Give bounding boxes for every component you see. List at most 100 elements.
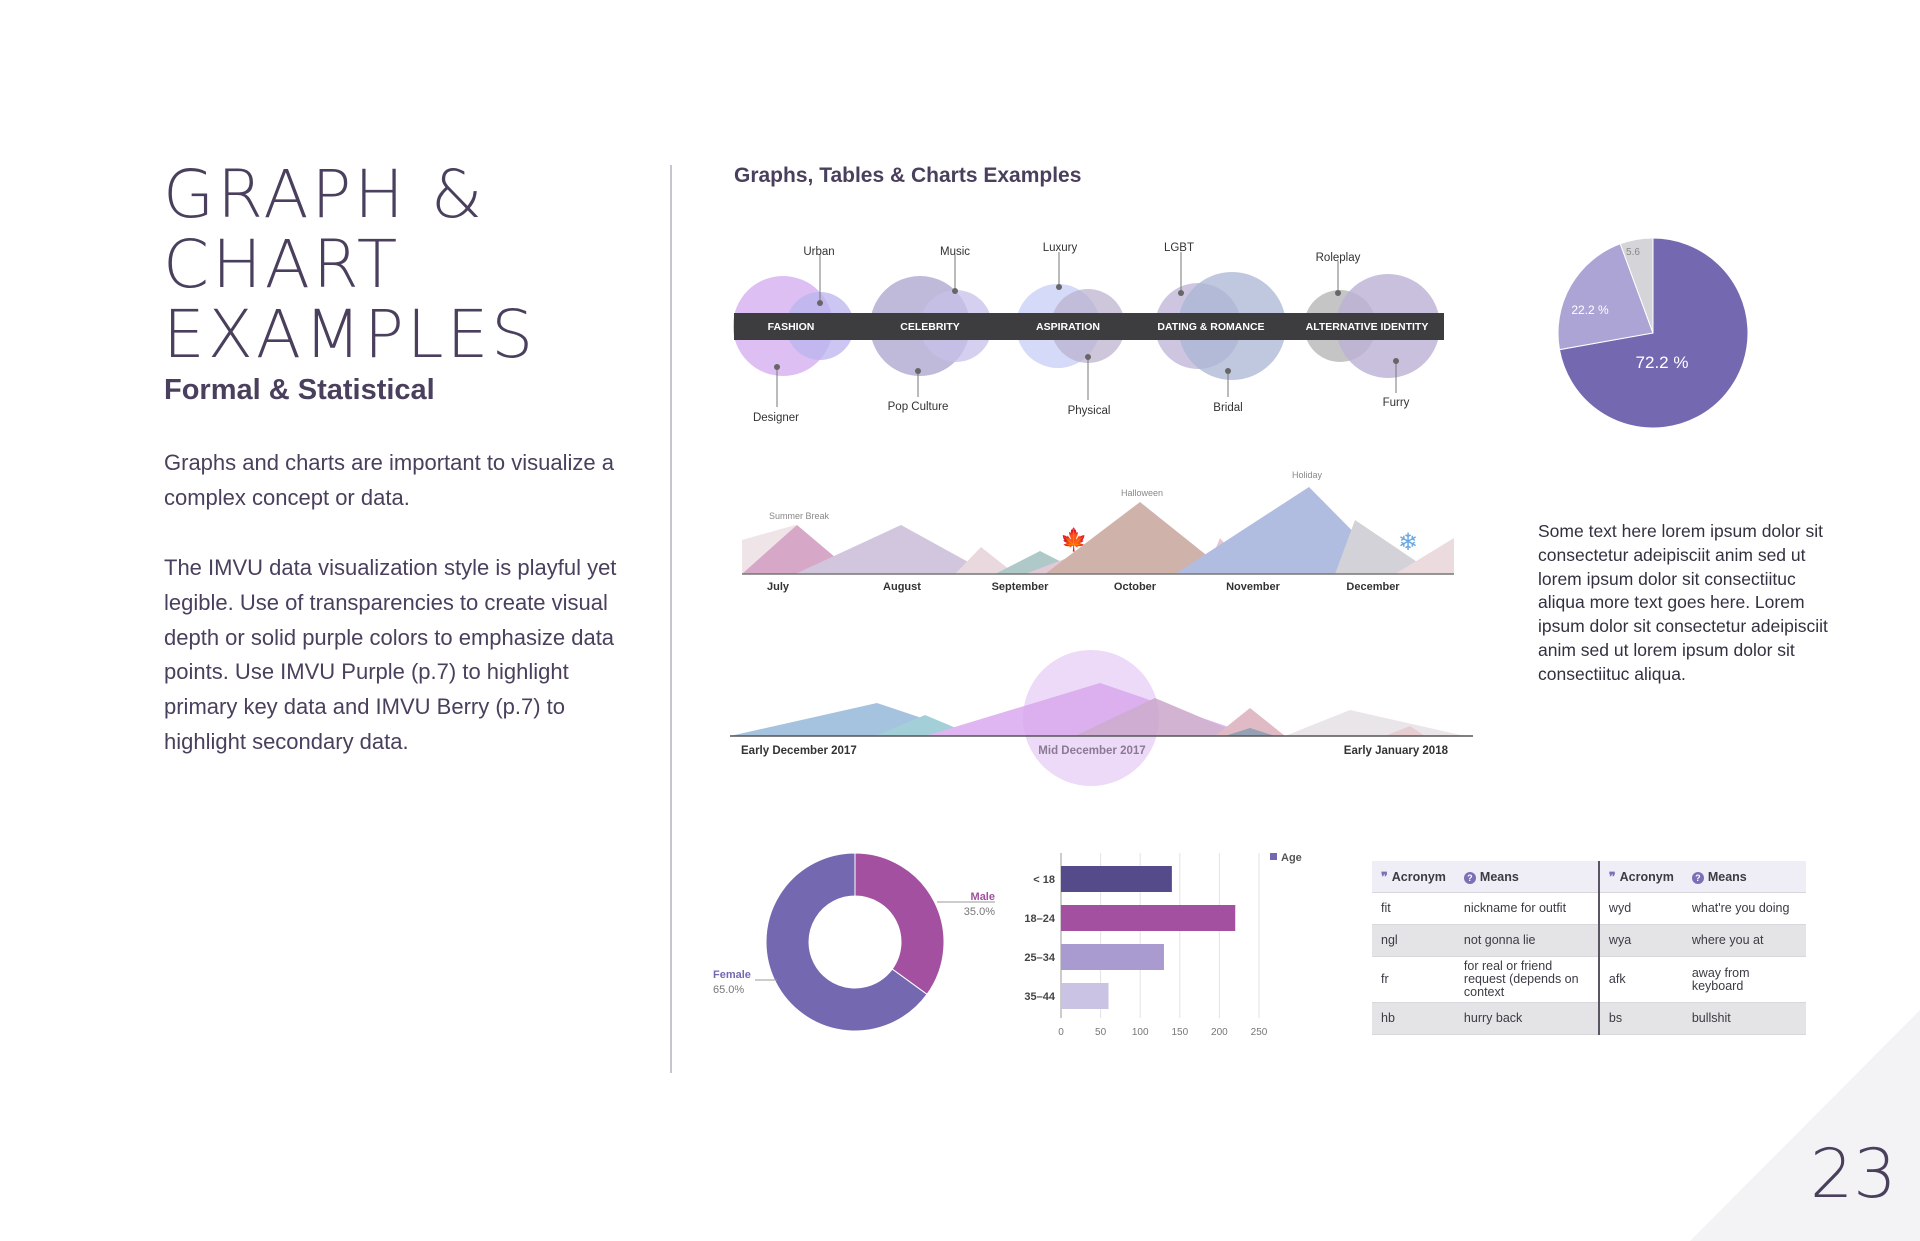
table-header: ? Means [1454, 861, 1599, 893]
venn-category: FASHION [768, 321, 815, 333]
section-title: Graphs, Tables & Charts Examples [734, 164, 1082, 187]
table-cell: nickname for outfit [1454, 892, 1599, 925]
timeline-area-chart: 🍁 ❄ Summer Break Halloween Holiday July … [742, 470, 1454, 593]
page-subtitle: Formal & Statistical [164, 374, 435, 406]
pie-slice-label: 5.6 [1626, 247, 1640, 258]
timeline-label: Mid December 2017 [1038, 745, 1145, 757]
title-line: GRAPH & [163, 156, 486, 233]
venn-bubble-chart: FASHION CELEBRITY ASPIRATION DATING & RO… [733, 242, 1444, 424]
venn-category: CELEBRITY [900, 321, 960, 333]
table-cell: what're you doing [1682, 892, 1806, 925]
bar-category-label: 35–44 [1024, 991, 1055, 1003]
donut-slice [765, 852, 928, 1032]
page-title: GRAPH & CHART EXAMPLES [163, 160, 536, 370]
question-icon: ? [1691, 871, 1704, 884]
venn-top-label: Music [940, 246, 970, 258]
bar-category-label: < 18 [1033, 874, 1055, 886]
pie-slice [1619, 237, 1654, 334]
table-cell: away from keyboard [1682, 956, 1806, 1003]
page-number: 23 [1810, 1135, 1897, 1214]
snowflake-icon: ❄ [1398, 529, 1418, 556]
bar-categories: < 18 18–24 25–34 35–44 [1024, 874, 1055, 1003]
event-label: Halloween [1121, 488, 1163, 498]
vertical-divider [670, 165, 672, 1073]
table-cell: fit [1372, 892, 1455, 925]
venn-bottom-label: Furry [1383, 397, 1410, 409]
x-tick-label: 150 [1171, 1027, 1188, 1038]
style-paragraph: The IMVU data visualization style is pla… [164, 555, 617, 754]
bar [1061, 944, 1164, 970]
venn-category: DATING & ROMANCE [1157, 321, 1264, 333]
bar [1061, 983, 1109, 1009]
venn-bottom-label: Physical [1068, 405, 1111, 417]
x-tick-label: 0 [1058, 1027, 1064, 1038]
month-label: August [883, 581, 921, 593]
intro-paragraph: Graphs and charts are important to visua… [164, 450, 615, 510]
bar-category-label: 25–34 [1024, 952, 1055, 964]
event-label: Summer Break [769, 511, 830, 521]
pie-slice-label: 22.2 % [1571, 303, 1609, 317]
venn-top-label: Roleplay [1316, 252, 1361, 264]
table-cell: wya [1597, 924, 1683, 957]
venn-category: ALTERNATIVE IDENTITY [1306, 321, 1429, 333]
donut-slices [765, 852, 945, 1032]
donut-value: 35.0% [964, 906, 995, 918]
pie-slice-label: 72.2 % [1636, 353, 1689, 372]
donut-label: Male [971, 891, 995, 903]
quote-icon: ❞ [1608, 870, 1616, 884]
x-tick-label: 250 [1251, 1027, 1268, 1038]
table-cell: not gonna lie [1454, 924, 1599, 957]
pie-slice [1558, 237, 1749, 429]
age-bar-chart: < 18 18–24 25–34 35–44 0 50 100 150 200 250 Age [1024, 852, 1302, 1038]
month-label: November [1226, 581, 1281, 593]
month-label: December [1346, 581, 1400, 593]
table-cell: for real or friend request (depends on c… [1454, 956, 1599, 1003]
table-row: hb hurry back bs bullshit [1372, 1002, 1806, 1035]
table-cell: afk [1597, 956, 1683, 1003]
table-cell: fr [1372, 956, 1455, 1003]
x-tick-label: 50 [1095, 1027, 1107, 1038]
table-cell: hb [1372, 1002, 1455, 1035]
x-tick-label: 100 [1132, 1027, 1149, 1038]
donut-value: 65.0% [713, 984, 744, 996]
table-cell: ngl [1372, 924, 1455, 957]
table-row: fit nickname for outfit wyd what're you … [1372, 892, 1806, 925]
bar-category-label: 18–24 [1024, 913, 1055, 925]
bar-ticks: 0 50 100 150 200 250 [1058, 1027, 1268, 1038]
venn-bottom-label: Bridal [1213, 402, 1242, 414]
table-header: ❞ Acronym [1597, 861, 1683, 893]
table-cell: bullshit [1682, 1002, 1806, 1035]
side-description: Some text here lorem ipsum dolor sit con… [1538, 521, 1828, 684]
venn-top-label: Luxury [1043, 242, 1078, 254]
legend-swatch [1270, 853, 1277, 860]
question-icon: ? [1463, 871, 1476, 884]
month-label: October [1114, 581, 1157, 593]
quote-icon: ❞ [1381, 870, 1388, 884]
category-band [734, 313, 1444, 340]
table-cell: hurry back [1454, 1002, 1599, 1035]
title-line: CHART [163, 226, 401, 303]
venn-category: ASPIRATION [1036, 321, 1100, 333]
table-header-row: ❞ Acronym ? Means ❞ Acronym ? Means [1372, 861, 1806, 893]
donut-slice [854, 852, 945, 996]
table-header: ❞ Acronym [1372, 861, 1455, 893]
timeline-label: Early January 2018 [1344, 745, 1449, 757]
venn-bottom-label: Pop Culture [888, 401, 949, 413]
legend-label: Age [1281, 852, 1302, 864]
venn-bottom-label: Designer [753, 412, 799, 424]
bar [1061, 866, 1172, 892]
month-label: July [767, 581, 790, 593]
table-cell: wyd [1597, 892, 1683, 925]
pie-slice [1557, 243, 1654, 351]
acronym-table: ❞ Acronym ? Means ❞ Acronym ? Means fit nick… [1372, 861, 1806, 1035]
table-header: ? Means [1682, 861, 1806, 893]
timeline-label: Early December 2017 [741, 745, 857, 757]
event-label: Holiday [1292, 470, 1323, 480]
venn-top-label: Urban [803, 246, 834, 258]
title-line: EXAMPLES [163, 296, 537, 373]
pie-chart: 72.2 % 22.2 % 5.6 [1557, 237, 1749, 429]
donut-label: Female [713, 969, 751, 981]
x-tick-label: 200 [1211, 1027, 1228, 1038]
leaf-icon: 🍁 [1060, 527, 1087, 552]
table-cell: where you at [1682, 924, 1806, 957]
